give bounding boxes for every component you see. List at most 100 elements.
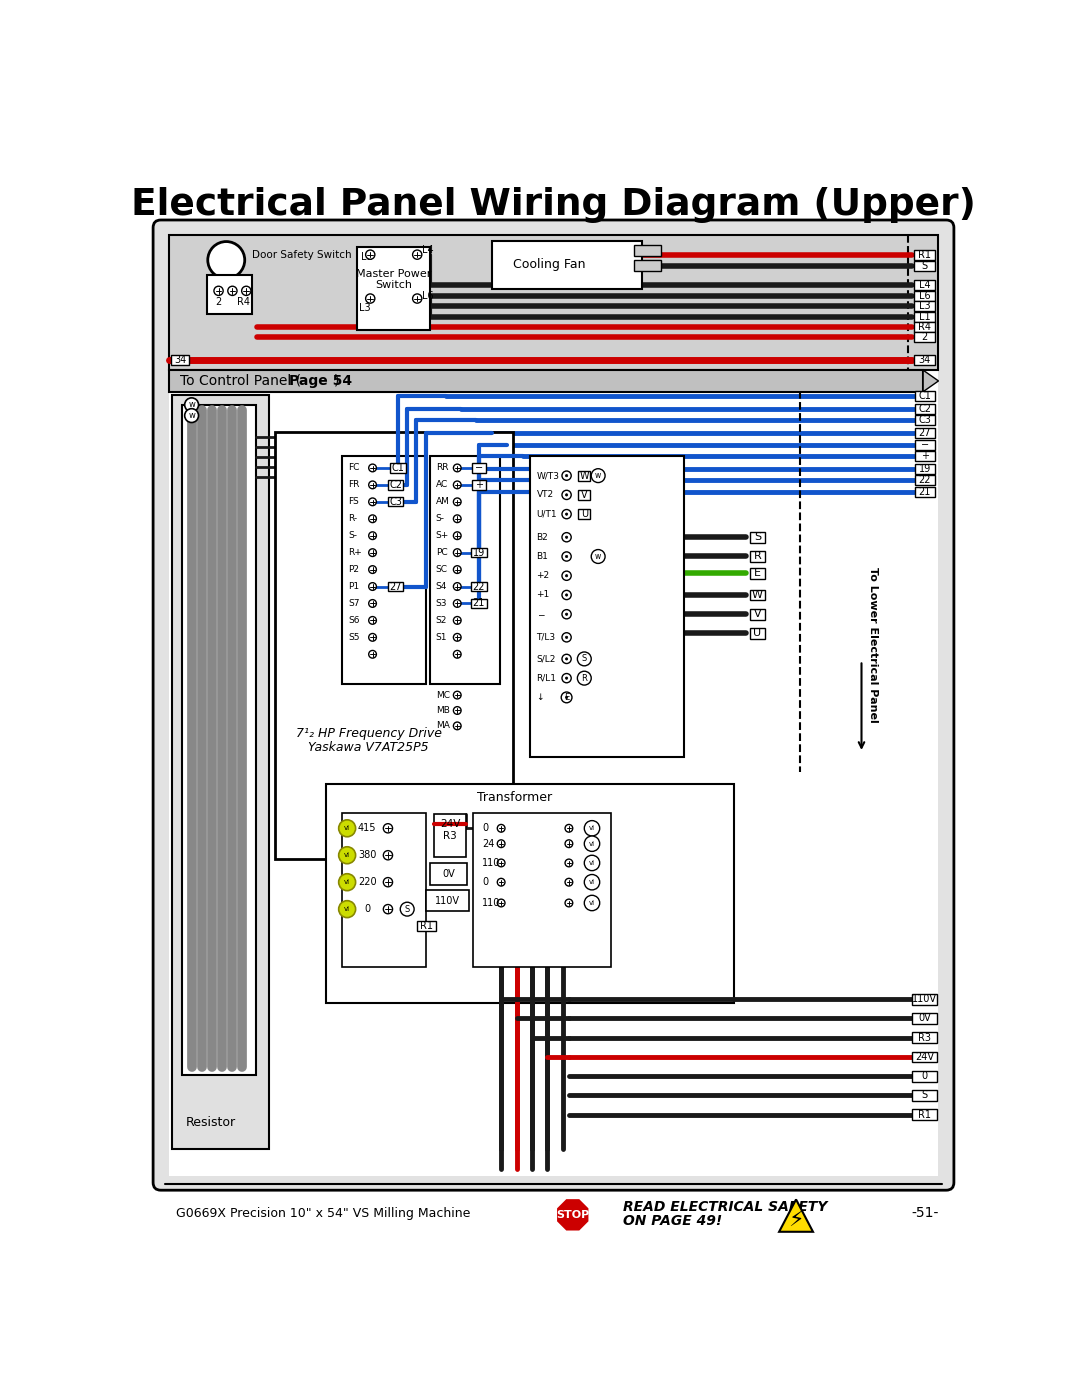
Bar [913,1090,937,1101]
Text: 110: 110 [482,898,500,908]
Text: R+: R+ [348,548,362,557]
Circle shape [566,556,568,557]
Text: 19: 19 [918,464,931,474]
Bar [914,302,935,312]
Bar [913,1071,937,1081]
Text: V: V [754,609,761,619]
Circle shape [454,566,461,573]
Bar [913,1052,937,1062]
Circle shape [497,824,505,833]
Circle shape [366,250,375,260]
Circle shape [566,658,568,659]
Circle shape [566,696,568,698]
Circle shape [339,873,355,891]
Text: R3: R3 [918,1032,931,1042]
Circle shape [454,583,461,591]
Bar [750,532,766,542]
Polygon shape [779,1200,813,1232]
Text: 220: 220 [357,877,377,887]
Bar [207,275,252,314]
Text: L3: L3 [360,303,372,313]
Bar [913,993,937,1004]
Text: RR: RR [435,464,448,472]
Text: 0: 0 [482,877,488,887]
Text: −: − [920,440,929,450]
Circle shape [566,475,568,476]
Bar [168,236,939,370]
Text: R1: R1 [918,250,931,260]
Text: 27: 27 [918,427,931,437]
Text: R4: R4 [237,298,249,307]
Circle shape [578,652,591,666]
Text: P2: P2 [348,564,359,574]
Text: vi: vi [345,826,350,831]
Text: L4: L4 [422,244,433,256]
Text: V: V [581,490,588,500]
Text: vi: vi [589,826,595,831]
Text: C3: C3 [389,497,402,507]
Bar [578,490,591,500]
Text: S2: S2 [435,616,447,624]
Bar [388,497,403,507]
Text: w: w [595,552,602,562]
Text: +: + [920,451,929,461]
Circle shape [383,851,392,861]
Text: 22: 22 [918,475,931,485]
Text: T/L3: T/L3 [537,633,556,641]
Text: 7¹₂ HP Frequency Drive: 7¹₂ HP Frequency Drive [296,726,442,740]
Text: +: + [475,481,483,490]
Circle shape [562,510,571,518]
FancyBboxPatch shape [153,219,954,1190]
Circle shape [562,633,571,643]
Circle shape [368,464,377,472]
Bar [274,432,513,859]
Text: C2: C2 [918,404,931,414]
Text: R1: R1 [918,1109,931,1120]
Text: +1: +1 [537,591,550,599]
Bar [914,312,935,323]
Text: ↓: ↓ [537,693,544,701]
Circle shape [214,286,224,295]
Bar [914,332,935,342]
Circle shape [584,855,599,870]
Circle shape [454,633,461,641]
Circle shape [383,877,392,887]
Circle shape [566,574,568,577]
Text: ⚡: ⚡ [788,1211,804,1231]
Text: FC: FC [348,464,360,472]
Text: L3: L3 [919,302,931,312]
Text: S6: S6 [348,616,360,624]
Bar [388,481,403,489]
Circle shape [454,464,461,472]
Circle shape [368,651,377,658]
Text: VT2: VT2 [537,490,554,499]
Circle shape [366,293,375,303]
Text: L1: L1 [361,251,373,263]
Text: -51-: -51- [912,1206,939,1221]
Circle shape [562,654,571,664]
Polygon shape [923,370,939,391]
Text: vi: vi [589,900,595,907]
Bar [634,260,661,271]
Bar [183,405,256,1074]
Circle shape [368,497,377,506]
Text: S: S [921,261,928,271]
Text: w: w [595,471,602,481]
Text: S/L2: S/L2 [537,654,556,664]
Text: vi: vi [345,879,350,886]
Text: −: − [475,462,483,474]
Circle shape [497,900,505,907]
Circle shape [413,293,422,303]
Bar [913,1109,937,1120]
Text: S1: S1 [435,633,447,641]
Circle shape [368,583,377,591]
Circle shape [584,820,599,835]
Bar [750,629,766,638]
Text: vi: vi [589,879,595,886]
Circle shape [562,692,572,703]
Circle shape [565,859,572,866]
Text: 34: 34 [918,355,931,365]
Circle shape [566,636,568,638]
Text: Yaskawa V7AT25P5: Yaskawa V7AT25P5 [309,740,429,754]
Text: R1: R1 [420,921,433,930]
